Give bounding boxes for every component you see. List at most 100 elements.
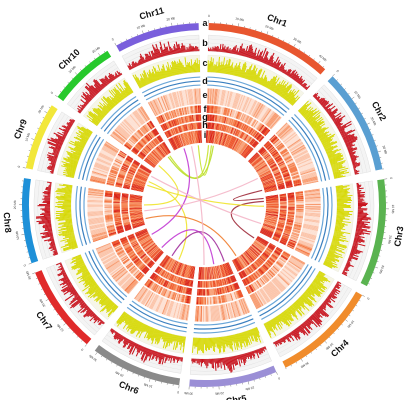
track-c-bar-chr10 xyxy=(93,107,105,118)
heatmap-cell-chr11 xyxy=(168,93,175,109)
heatmap-cell-chr6 xyxy=(158,298,166,314)
track-c-bar-chr8 xyxy=(63,211,72,213)
heatmap-cell-chr6 xyxy=(161,270,167,277)
heatmap-cell-chr10 xyxy=(150,130,156,138)
track-c-bar-chr6 xyxy=(150,328,156,340)
heatmap-cell-chr1 xyxy=(207,88,210,105)
heatmap-cell-chr1 xyxy=(246,136,252,143)
tick-chr4-30 xyxy=(300,358,303,362)
heatmap-cell-chr3 xyxy=(303,218,320,222)
heatmap-cell-chr3 xyxy=(291,232,300,237)
track-c-bar-chr5 xyxy=(205,337,208,352)
track-c-bar-chr1 xyxy=(287,94,295,103)
heatmap-cell-chr1 xyxy=(254,142,260,149)
heatmap-cell-chr2 xyxy=(280,149,289,156)
track-c-bar-chr10 xyxy=(107,96,116,106)
track-c-bar-chr4 xyxy=(317,273,328,280)
track-c-bar-chr3 xyxy=(328,250,343,256)
track-b-bar-chr10 xyxy=(80,95,90,103)
track-c-bar-chr8 xyxy=(58,231,74,236)
heatmap-cell-chr3 xyxy=(304,215,321,219)
track-c-bar-chr9 xyxy=(75,132,89,140)
track-c-bar-chr1 xyxy=(264,81,268,87)
track-b-bar-chr9 xyxy=(72,119,76,122)
heatmap-cell-chr4 xyxy=(287,260,302,270)
track-b-bar-chr1 xyxy=(244,45,249,57)
heatmap-outline-chr8 xyxy=(112,191,125,235)
track-c-bar-chr10 xyxy=(113,87,124,100)
heatmap-cell-chr1 xyxy=(252,130,258,137)
track-c-bar-chr5 xyxy=(200,337,202,350)
track-c-bar-chr8 xyxy=(64,241,77,246)
track-c-bar-chr9 xyxy=(70,150,81,156)
heatmap-cell-chr10 xyxy=(144,146,150,153)
track-c-bar-chr6 xyxy=(138,323,145,335)
track-b-bar-chr11 xyxy=(177,44,180,54)
track-b-bar-chr8 xyxy=(42,209,51,211)
heatmap-cell-chr4 xyxy=(282,267,296,279)
tick-label-chr11-0: 0 xyxy=(111,37,115,41)
heatmap-cell-chr9 xyxy=(126,156,133,162)
track-c-bar-chr2 xyxy=(332,167,349,173)
track-b-bar-chr1 xyxy=(235,50,237,55)
heatmap-cell-chr2 xyxy=(282,130,296,142)
heatmap-cell-chr2 xyxy=(264,187,278,191)
heatmap-cell-chr1 xyxy=(245,135,250,142)
track-c-bar-chr3 xyxy=(335,224,345,228)
tick-chr10-2 xyxy=(59,91,62,93)
heatmap-cell-chr1 xyxy=(208,130,210,144)
heatmap-cell-chr3 xyxy=(265,207,279,209)
tick-chr6-26 xyxy=(106,358,108,361)
track-b-bar-chr4 xyxy=(284,335,287,340)
track-b-bar-chr4 xyxy=(312,313,322,323)
heatmap-cell-chr9 xyxy=(138,167,151,175)
track-b-bar-chr1 xyxy=(239,43,243,56)
heatmap-cell-chr10 xyxy=(126,116,139,130)
track-b-bar-chr2 xyxy=(319,98,326,104)
heatmap-cell-chr7 xyxy=(130,240,138,245)
track-b-bar-chr8 xyxy=(50,244,56,247)
heatmap-cell-chr6 xyxy=(170,291,175,300)
track-b-bar-chr7 xyxy=(89,312,95,317)
heatmap-cell-chr3 xyxy=(302,227,319,233)
heatmap-cell-chr8 xyxy=(124,225,132,229)
track-d-line-chr9 xyxy=(85,138,105,181)
heatmap-cell-chr6 xyxy=(170,301,177,318)
heatmap-cell-chr11 xyxy=(176,126,180,134)
heatmap-cell-chr3 xyxy=(300,234,316,241)
heatmap-cell-chr11 xyxy=(176,90,182,107)
heatmap-cell-chr4 xyxy=(256,269,262,276)
heatmap-cell-chr11 xyxy=(151,99,160,115)
heatmap-cell-chr10 xyxy=(126,140,134,147)
heatmap-cell-chr2 xyxy=(288,140,303,151)
track-b-bar-chr11 xyxy=(135,61,139,67)
heatmap-cell-chr8 xyxy=(131,219,144,224)
heatmap-cell-chr1 xyxy=(238,131,243,138)
heatmap-cell-chr3 xyxy=(274,232,282,236)
heatmap-cell-chr4 xyxy=(282,252,290,258)
track-c-bar-chr3 xyxy=(336,204,347,205)
heatmap-cell-chr10 xyxy=(163,141,172,153)
heatmap-cell-chr3 xyxy=(294,222,303,226)
track-b-bar-chr1 xyxy=(292,74,297,80)
track-b-bar-chr10 xyxy=(116,70,121,77)
heatmap-cell-chr4 xyxy=(263,252,270,258)
heatmap-cell-chr8 xyxy=(113,198,121,200)
heatmap-cell-chr6 xyxy=(176,276,180,284)
track-b-bar-chr11 xyxy=(151,56,154,60)
track-c-bar-chr9 xyxy=(74,143,84,149)
heatmap-cell-chr11 xyxy=(188,123,191,131)
track-b-bar-chr2 xyxy=(326,105,336,113)
heatmap-cell-chr3 xyxy=(295,216,304,219)
track-b-bar-chr3 xyxy=(357,202,368,204)
heatmap-cell-chr2 xyxy=(298,164,315,172)
heatmap-cell-chr2 xyxy=(268,160,275,166)
heatmap-cell-chr7 xyxy=(119,275,133,288)
tick-label-chr7-30: 30 Mb xyxy=(25,270,32,280)
track-b-bar-chr10 xyxy=(114,75,117,79)
track-b-bar-chr1 xyxy=(303,83,308,88)
heatmap-cell-chr4 xyxy=(276,260,284,267)
heatmap-cell-chr3 xyxy=(276,228,284,232)
track-c-bar-chr9 xyxy=(64,168,76,172)
track-c-bar-chr9 xyxy=(61,165,76,171)
